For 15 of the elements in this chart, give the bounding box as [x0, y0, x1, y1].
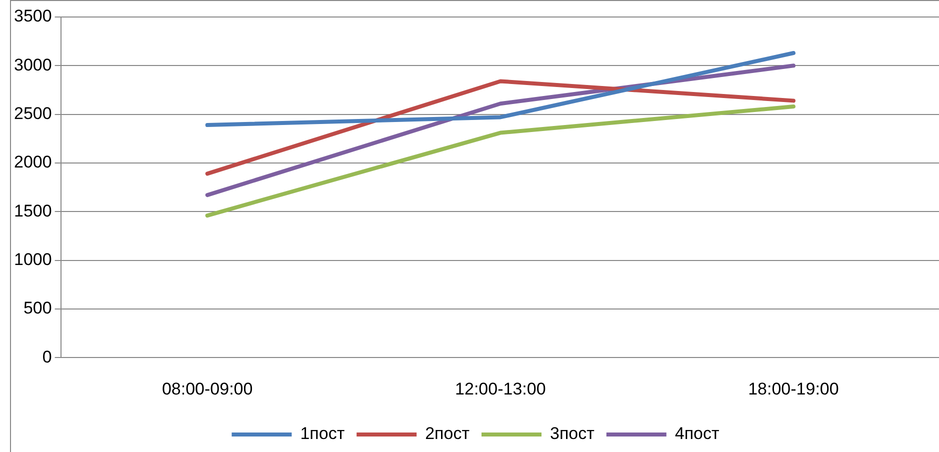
x-tick-label: 18:00-19:00 [748, 379, 839, 398]
y-tick-label: 2500 [14, 104, 52, 123]
x-tick-label: 08:00-09:00 [162, 379, 253, 398]
legend-label: 4пост [674, 424, 720, 444]
y-tick-label: 3500 [14, 6, 52, 26]
y-tick-label: 0 [42, 347, 52, 366]
y-tick-label: 500 [23, 298, 52, 318]
y-tick-label: 1500 [14, 201, 52, 220]
legend-label: 3пост [550, 424, 595, 444]
x-tick-label: 12:00-13:00 [455, 379, 546, 398]
legend-label: 1пост [300, 424, 345, 444]
legend-label: 2пост [425, 424, 470, 444]
y-tick-label: 2000 [14, 152, 52, 172]
y-tick-label: 1000 [14, 250, 52, 269]
y-tick-label: 3000 [14, 55, 52, 74]
